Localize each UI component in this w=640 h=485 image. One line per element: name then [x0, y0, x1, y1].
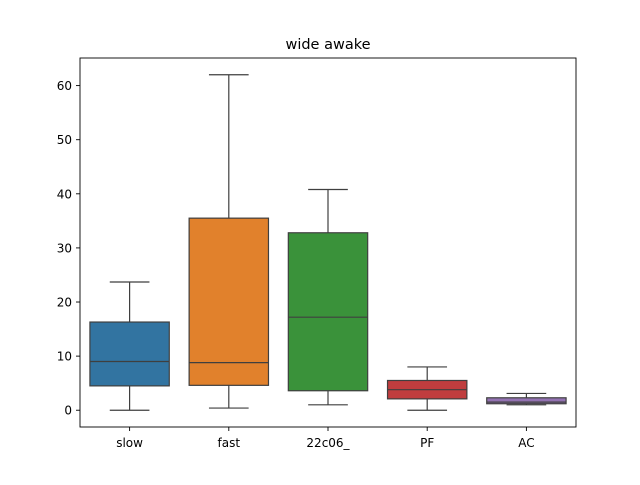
box-AC: [486, 392, 567, 406]
y-axis: 0 10 20 30 40 50 60: [57, 79, 80, 418]
y-tick-label: 0: [64, 404, 72, 418]
iqr-box: [287, 232, 369, 392]
x-tick-label: 22c06_: [306, 436, 350, 450]
y-tick-label: 50: [57, 133, 72, 147]
box-22c06_: [287, 188, 369, 406]
y-tick-label: 40: [57, 187, 72, 201]
x-tick-label: slow: [116, 436, 143, 450]
box-PF: [386, 366, 468, 411]
iqr-box: [89, 321, 170, 387]
boxes-layer: [89, 74, 567, 411]
y-tick-label: 60: [57, 79, 72, 93]
x-tick-label: AC: [518, 436, 534, 450]
y-tick-label: 10: [57, 350, 72, 364]
box-slow: [89, 281, 170, 411]
y-tick-label: 30: [57, 241, 72, 255]
x-tick-label: fast: [218, 436, 241, 450]
box-fast: [188, 74, 270, 409]
plot-area-frame: [79, 57, 577, 428]
chart-title: wide awake: [285, 37, 370, 53]
iqr-box: [486, 397, 567, 405]
x-tick-label: PF: [420, 436, 434, 450]
iqr-box: [188, 217, 270, 386]
x-axis: slow fast 22c06_ PF AC: [116, 427, 535, 450]
y-tick-label: 20: [57, 296, 72, 310]
